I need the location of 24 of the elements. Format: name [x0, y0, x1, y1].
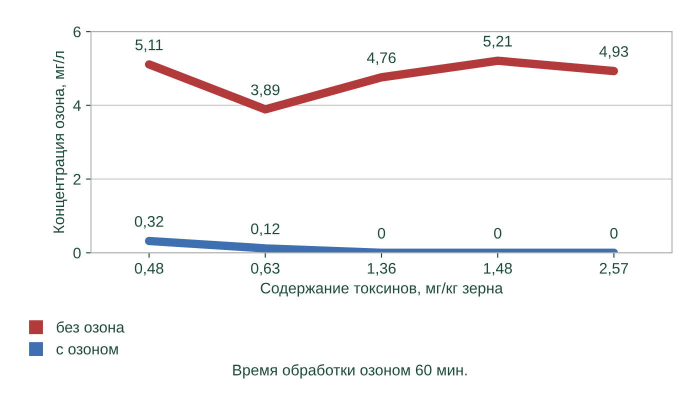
- y-tick-label: 4: [73, 100, 81, 111]
- data-label: 0,32: [134, 216, 164, 229]
- x-tick-label: 1,48: [484, 262, 512, 276]
- x-tick-label: 0,48: [134, 262, 164, 276]
- y-tick-label: 2: [74, 174, 81, 185]
- y-tick-label: 0: [73, 248, 81, 258]
- x-tick-label: 0,63: [251, 262, 280, 276]
- y-axis-title: Концентрация озона, мг/л: [52, 52, 68, 233]
- x-tick-label: 2,57: [600, 262, 628, 276]
- legend-label: с озоном: [56, 346, 118, 355]
- x-tick-label: 1,36: [368, 262, 396, 276]
- data-label: 0,12: [251, 223, 280, 236]
- data-label: 4,93: [599, 46, 628, 59]
- data-label: 5,11: [135, 40, 163, 52]
- x-axis-title: Содержание токсинов, мг/кг зерна: [260, 282, 504, 297]
- data-label: 0: [378, 228, 386, 239]
- data-label: 0: [494, 228, 502, 239]
- y-tick-label: 6: [74, 26, 81, 38]
- data-label: 4,76: [366, 52, 396, 65]
- data-label: 5,21: [483, 36, 512, 48]
- data-label: 3,89: [251, 84, 280, 98]
- text: Время обработки озоном 60 мин.: [233, 364, 467, 378]
- legend-label: без озона: [56, 321, 124, 333]
- data-label: 0: [610, 228, 618, 239]
